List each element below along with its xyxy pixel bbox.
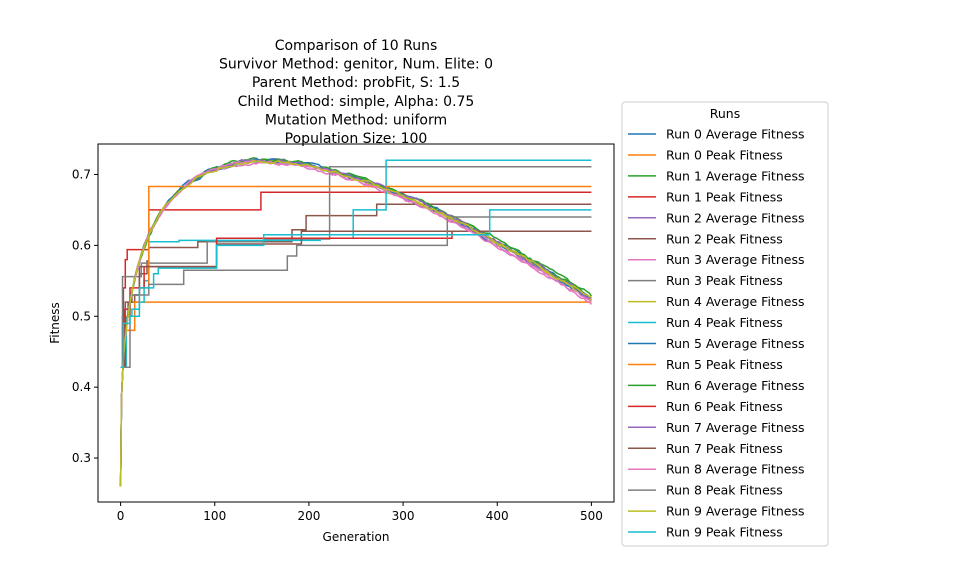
legend-entry: Run 6 Peak Fitness bbox=[666, 399, 783, 414]
y-axis-label: Fitness bbox=[48, 302, 62, 344]
legend-entry: Run 7 Average Fitness bbox=[666, 420, 804, 435]
plot-series bbox=[119, 157, 593, 487]
x-tick-label: 300 bbox=[392, 509, 415, 523]
x-tick-label: 200 bbox=[297, 509, 320, 523]
legend-entry: Run 3 Peak Fitness bbox=[666, 273, 783, 288]
series-line bbox=[120, 230, 592, 369]
series-line bbox=[120, 301, 592, 369]
title-line: Child Method: simple, Alpha: 0.75 bbox=[238, 94, 475, 110]
series-line bbox=[119, 159, 592, 487]
y-tick-label: 0.6 bbox=[72, 238, 91, 252]
x-axis-label: Generation bbox=[323, 530, 390, 544]
legend-entry: Run 9 Peak Fitness bbox=[666, 525, 783, 540]
y-tick-label: 0.3 bbox=[72, 451, 91, 465]
x-tick-label: 0 bbox=[117, 509, 125, 523]
series-line bbox=[120, 185, 592, 369]
x-tick-label: 500 bbox=[580, 509, 603, 523]
series-line bbox=[119, 157, 592, 487]
series-line bbox=[119, 158, 592, 487]
legend-entry: Run 6 Average Fitness bbox=[666, 378, 804, 393]
x-tick-label: 400 bbox=[486, 509, 509, 523]
legend-entry: Run 7 Peak Fitness bbox=[666, 441, 783, 456]
title-line: Survivor Method: genitor, Num. Elite: 0 bbox=[219, 57, 493, 73]
series-line bbox=[120, 209, 592, 369]
title-line: Mutation Method: uniform bbox=[265, 112, 447, 128]
series-line bbox=[120, 191, 592, 369]
title-line: Population Size: 100 bbox=[285, 131, 428, 147]
series-line bbox=[119, 158, 592, 487]
legend-box bbox=[621, 101, 829, 547]
series-line bbox=[120, 216, 592, 369]
title-line: Parent Method: probFit, S: 1.5 bbox=[252, 75, 460, 91]
series-line bbox=[119, 157, 592, 487]
y-tick-label: 0.4 bbox=[72, 380, 91, 394]
series-line bbox=[120, 159, 592, 369]
legend-entry: Run 1 Peak Fitness bbox=[666, 189, 783, 204]
legend-entry: Run 4 Average Fitness bbox=[666, 294, 804, 309]
plot-frame bbox=[97, 143, 615, 503]
legend: Runs Run 0 Average Fitness Run 0 Peak Fit… bbox=[621, 101, 829, 547]
legend-entry: Run 0 Peak Fitness bbox=[666, 147, 783, 162]
chart-title: Comparison of 10 Runs Survivor Method: ge… bbox=[219, 38, 493, 147]
x-tick-label: 100 bbox=[203, 509, 226, 523]
legend-entry: Run 3 Average Fitness bbox=[666, 252, 804, 267]
series-line bbox=[119, 158, 592, 487]
series-line bbox=[119, 158, 593, 487]
legend-entry: Run 5 Average Fitness bbox=[666, 336, 804, 351]
legend-entry: Run 5 Peak Fitness bbox=[666, 357, 783, 372]
legend-entry: Run 8 Average Fitness bbox=[666, 462, 804, 477]
y-tick-label: 0.5 bbox=[72, 309, 91, 323]
legend-title: Runs bbox=[710, 106, 740, 121]
legend-entry: Run 0 Average Fitness bbox=[666, 127, 804, 142]
series-line bbox=[120, 203, 592, 369]
title-line: Comparison of 10 Runs bbox=[275, 38, 438, 54]
y-tick-label: 0.7 bbox=[72, 167, 91, 181]
legend-entry: Run 2 Peak Fitness bbox=[666, 231, 783, 246]
series-line bbox=[119, 161, 592, 487]
series-line bbox=[119, 159, 592, 487]
legend-entry: Run 2 Average Fitness bbox=[666, 210, 804, 225]
axis-ticks: 0 100 200 300 400 500 0.3 0.4 0.5 0.6 0.7 bbox=[72, 167, 603, 523]
legend-entry: Run 8 Peak Fitness bbox=[666, 483, 783, 498]
legend-entry: Run 1 Average Fitness bbox=[666, 168, 804, 183]
series-line bbox=[119, 159, 592, 487]
legend-entry: Run 9 Average Fitness bbox=[666, 504, 804, 519]
legend-entry: Run 4 Peak Fitness bbox=[666, 315, 783, 330]
